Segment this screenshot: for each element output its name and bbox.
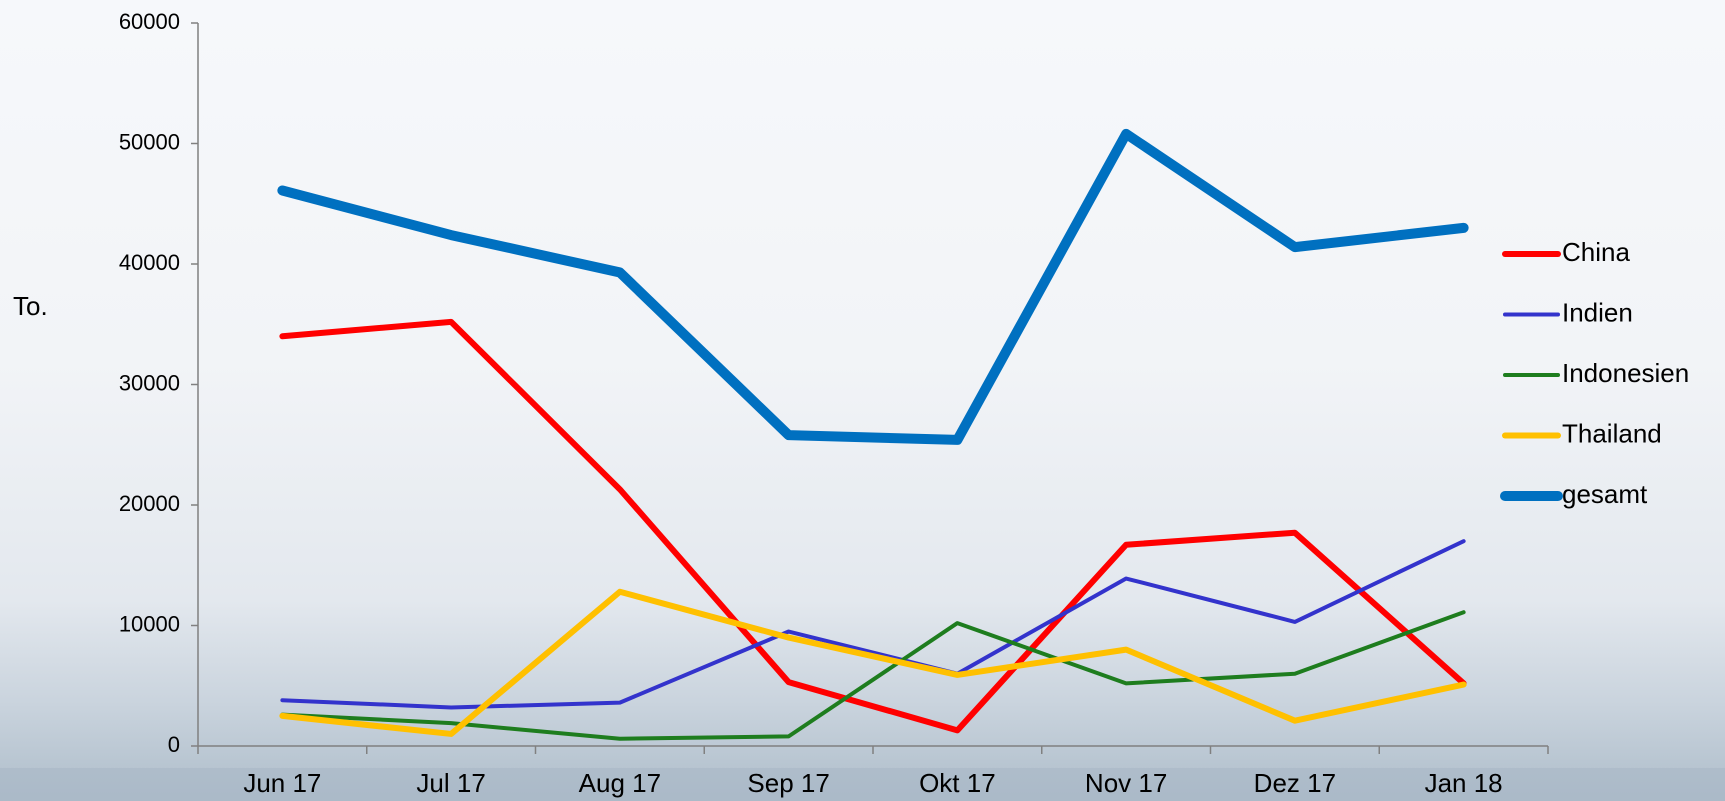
y-tick-label: 50000 [119,129,180,154]
series-line [282,592,1463,734]
y-axis-label: To. [13,291,48,321]
legend-label: Thailand [1562,418,1662,448]
x-tick-label: Nov 17 [1085,768,1167,798]
y-tick-label: 10000 [119,611,180,636]
x-tick-label: Jul 17 [416,768,485,798]
y-tick-label: 20000 [119,491,180,516]
chart: To. 0 10000 20000 30000 40000 50000 60000 Jun 1… [0,0,1725,801]
legend-label: gesamt [1562,479,1648,509]
x-tick-label: Jan 18 [1425,768,1503,798]
y-tick-label: 40000 [119,250,180,275]
series-line [282,322,1463,730]
x-tick-label: Aug 17 [579,768,661,798]
series-line [282,134,1463,440]
series-line [282,541,1463,707]
x-tick-label: Okt 17 [919,768,996,798]
x-tick-label: Jun 17 [243,768,321,798]
x-tick-label: Sep 17 [747,768,829,798]
y-tick-label: 60000 [119,9,180,34]
y-tick-label: 30000 [119,370,180,395]
legend-label: Indonesien [1562,358,1689,388]
legend-label: China [1562,237,1630,267]
legend-label: Indien [1562,297,1633,327]
y-tick-label: 0 [168,732,180,757]
x-tick-label: Dez 17 [1254,768,1336,798]
